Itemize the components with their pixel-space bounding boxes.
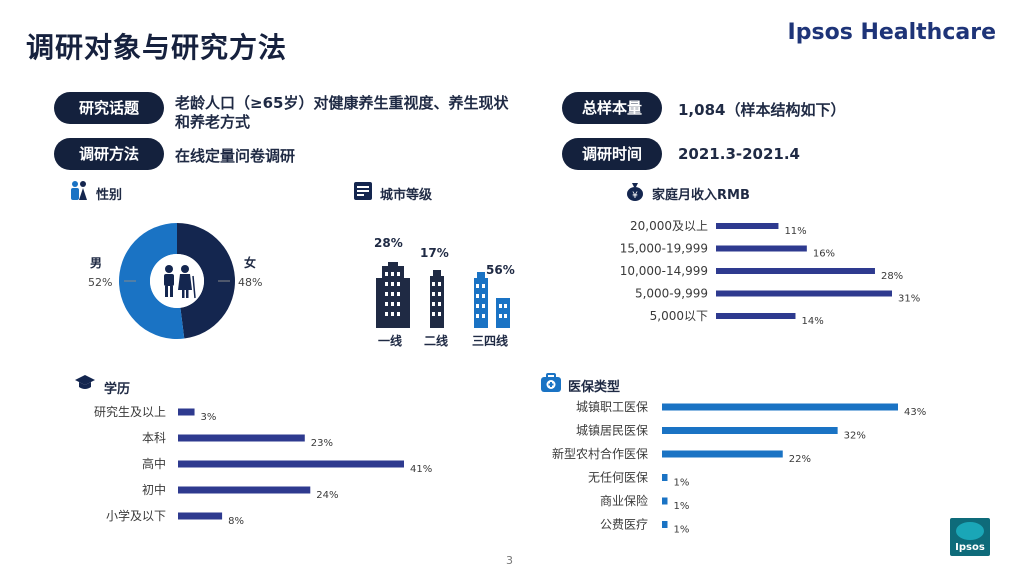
income-category-label: 5,000-9,999 [635, 287, 708, 301]
city-tier3-label: 三四线 [472, 334, 509, 348]
method-value: 在线定量问卷调研 [175, 147, 296, 165]
education-category-label: 研究生及以上 [94, 404, 166, 419]
gender-female-pct: 48% [238, 276, 263, 289]
insurance-value-label: 1% [673, 525, 689, 536]
income-value-label: 31% [898, 294, 920, 305]
income-bar [716, 290, 892, 297]
city-icon [352, 180, 374, 206]
education-category-label: 本科 [142, 431, 166, 445]
city-tier3-pct: 56% [486, 263, 515, 277]
topic-label: 研究话题 [54, 92, 164, 124]
education-category-label: 初中 [142, 482, 166, 497]
insurance-section-label: 医保类型 [568, 380, 621, 395]
income-bar [716, 313, 796, 319]
education-value-label: 41% [410, 464, 432, 475]
tier3-building-icon [474, 272, 510, 328]
income-value-label: 28% [881, 271, 903, 282]
graduation-cap-icon [74, 372, 96, 398]
education-bar [178, 408, 195, 416]
city-tier2-pct: 17% [420, 246, 449, 260]
insurance-bar [662, 427, 838, 434]
gender-donut-chart [119, 223, 236, 339]
page-title: 调研对象与研究方法 [26, 31, 288, 64]
education-value-label: 24% [316, 490, 338, 501]
insurance-value-label: 32% [844, 431, 866, 442]
insurance-bar [662, 474, 668, 481]
insurance-category-label: 商业保险 [600, 493, 648, 508]
income-value-label: 11% [784, 226, 806, 237]
ipsos-logo: Ipsos [950, 518, 990, 556]
income-section-label: 家庭月收入RMB [652, 188, 750, 203]
page-number: 3 [506, 554, 513, 567]
education-bar-chart: 研究生及以上 3% 本科 23% 高中 41% 初中 24% 小学及以下 8% [94, 404, 432, 527]
ipsos-logo-text: Ipsos [955, 542, 985, 553]
brand-name: Ipsos Healthcare [787, 20, 996, 45]
income-bar [716, 268, 875, 274]
education-value-label: 3% [201, 412, 217, 423]
gender-section-label: 性别 [96, 188, 123, 203]
insurance-category-label: 新型农村合作医保 [552, 446, 648, 461]
gender-male-slice [119, 223, 185, 339]
tier2-building-icon [430, 270, 444, 328]
education-category-label: 小学及以下 [106, 508, 166, 523]
city-tier1-pct: 28% [374, 236, 403, 250]
education-category-label: 高中 [142, 456, 166, 471]
topic-value-line2: 和养老方式 [175, 113, 251, 131]
city-section-label: 城市等级 [380, 188, 433, 203]
education-bar [178, 486, 311, 494]
method-label: 调研方法 [54, 138, 164, 170]
education-bar [178, 460, 404, 468]
education-value-label: 8% [228, 516, 244, 527]
tier1-building-icon [376, 262, 410, 328]
education-value-label: 23% [311, 438, 333, 449]
gender-female-label: 女 [244, 256, 257, 270]
topic-value-line1: 老龄人口（≥65岁）对健康养生重视度、养生现状 [175, 94, 509, 112]
gender-icon [68, 180, 90, 206]
insurance-bar-chart: 城镇职工医保 43% 城镇居民医保 32% 新型农村合作医保 22% 无任何医保 1% 商业保险… [552, 400, 926, 536]
income-bar-chart: 20,000及以上 11% 15,000-19,999 16% 10,000-14,99… [620, 219, 921, 326]
city-tier2-label: 二线 [424, 334, 449, 348]
period-value: 2021.3-2021.4 [678, 145, 800, 163]
education-bar [178, 434, 305, 442]
education-section-label: 学历 [104, 382, 131, 397]
period-label: 调研时间 [562, 138, 662, 170]
donut-hole [150, 254, 204, 308]
city-tier1-label: 一线 [378, 334, 403, 348]
insurance-category-label: 城镇居民医保 [576, 424, 648, 438]
svg-text:¥: ¥ [632, 191, 638, 201]
income-bar [716, 245, 807, 252]
gender-male-pct: 52% [88, 276, 113, 289]
city-buildings-illustration [376, 262, 510, 328]
education-bar [178, 512, 223, 520]
income-value-label: 16% [813, 249, 835, 260]
insurance-category-label: 无任何医保 [588, 471, 648, 485]
medical-kit-icon [540, 372, 562, 398]
ipsos-logo-mark [956, 522, 984, 540]
income-category-label: 10,000-14,999 [620, 264, 708, 278]
insurance-bar [662, 521, 668, 528]
elderly-couple-icon [164, 265, 196, 299]
sample-size-value: 1,084（样本结构如下） [678, 101, 846, 119]
money-bag-icon: ¥ [624, 180, 646, 206]
sample-size-label: 总样本量 [562, 92, 662, 124]
income-bar [716, 223, 779, 229]
income-category-label: 15,000-19,999 [620, 242, 708, 256]
income-category-label: 5,000以下 [650, 309, 708, 323]
insurance-bar [662, 497, 668, 505]
insurance-bar [662, 403, 898, 411]
income-category-label: 20,000及以上 [630, 219, 708, 233]
insurance-category-label: 城镇职工医保 [576, 400, 648, 414]
insurance-value-label: 1% [673, 501, 689, 512]
insurance-value-label: 1% [673, 478, 689, 489]
insurance-value-label: 43% [904, 407, 926, 418]
income-value-label: 14% [801, 316, 823, 326]
topic-value: 老龄人口（≥65岁）对健康养生重视度、养生现状 和养老方式 [175, 94, 545, 132]
gender-female-slice [177, 223, 236, 339]
insurance-category-label: 公费医疗 [600, 518, 648, 532]
insurance-value-label: 22% [789, 454, 811, 465]
insurance-bar [662, 450, 783, 458]
gender-male-label: 男 [90, 256, 103, 270]
